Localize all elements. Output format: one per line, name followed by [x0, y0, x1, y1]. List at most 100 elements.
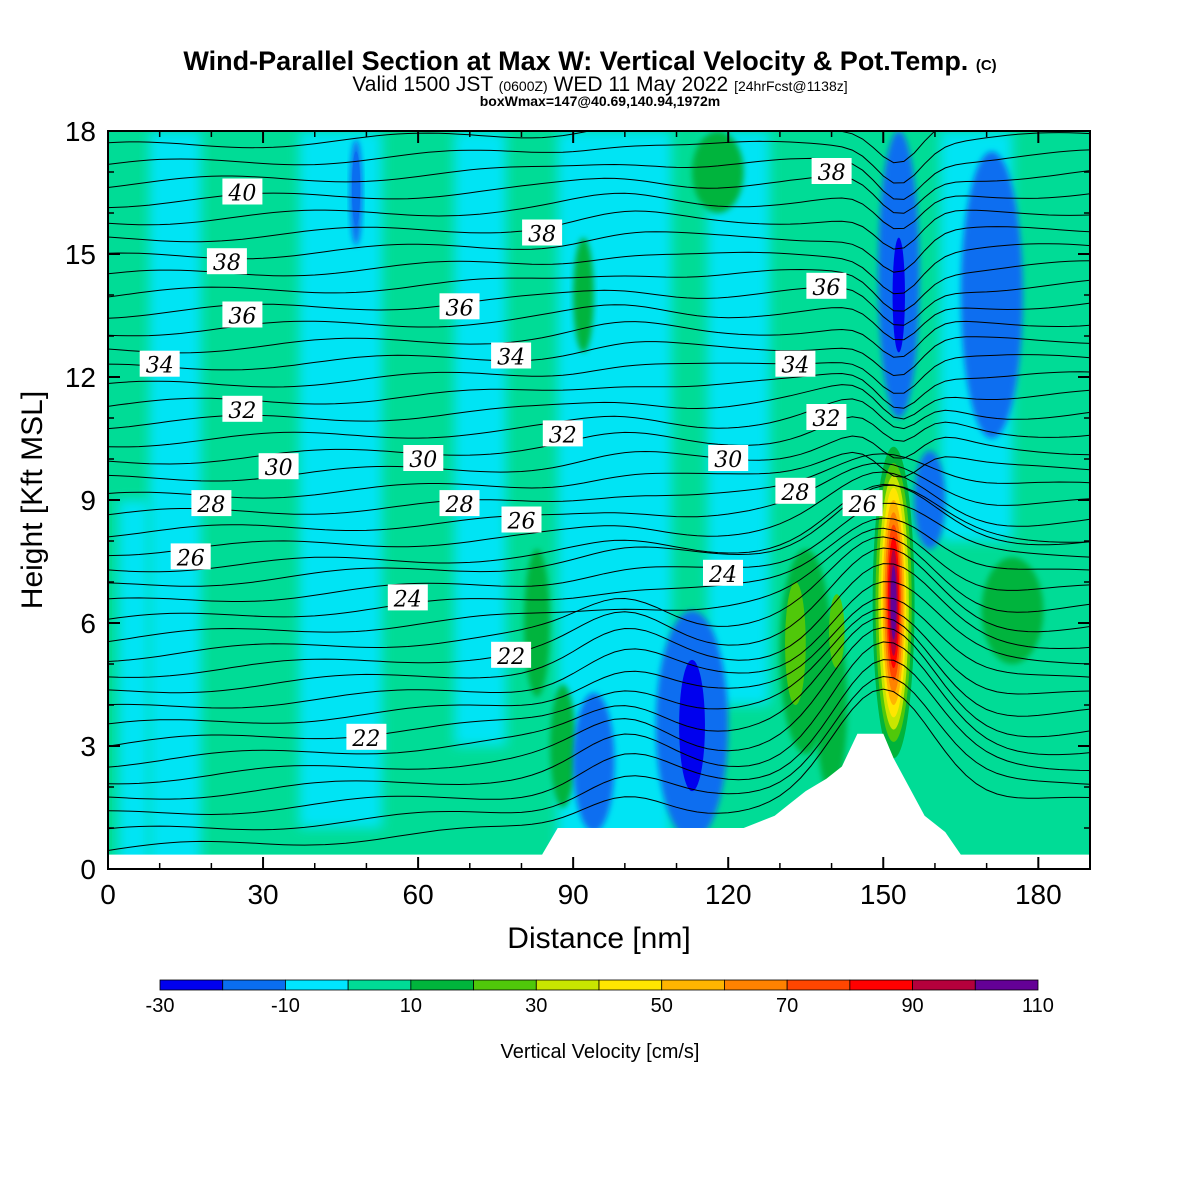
chart-subtitle-2: boxWmax=147@40.69,140.94,1972m	[480, 93, 721, 109]
y-axis-label: Height [Kft MSL]	[16, 391, 49, 609]
contour-label: 28	[439, 490, 480, 518]
downdraft-core	[892, 237, 905, 353]
contour-label-box	[811, 158, 852, 184]
theta-contour	[108, 471, 1090, 557]
y-tick-label: 9	[80, 485, 96, 516]
theta-contour	[108, 132, 1090, 184]
contour-label-text: 22	[351, 727, 380, 752]
contour-label: 34	[775, 350, 816, 379]
x-axis-label: Distance [nm]	[507, 922, 690, 955]
downdraft-core	[679, 659, 705, 792]
contour-label: 26	[501, 506, 542, 535]
contour-label-box	[403, 445, 444, 471]
theta-contour	[108, 279, 1090, 326]
contour-label-text: 26	[848, 493, 877, 518]
colorbar-swatch	[912, 979, 976, 991]
colorbar-swatch	[661, 979, 725, 991]
colorbar-label: Vertical Velocity [cm/s]	[501, 1041, 700, 1063]
theta-contour	[108, 451, 1090, 499]
contour-label-text: 30	[409, 448, 437, 473]
contour-label: 36	[439, 293, 480, 321]
theta-contour	[108, 192, 1090, 230]
contour-label-box	[775, 477, 816, 504]
y-tick-label: 18	[65, 116, 96, 147]
contour-label: 24	[387, 584, 428, 612]
x-tick-label: 60	[403, 879, 434, 910]
y-tick-label: 12	[65, 362, 96, 393]
theta-contour	[108, 131, 936, 164]
theta-contour	[108, 547, 1090, 678]
colorbar-swatch	[974, 979, 1039, 991]
theta-contour	[108, 336, 1090, 377]
colorbar-swatch	[347, 979, 412, 991]
contour-label-box	[206, 248, 247, 275]
contour-label-text: 32	[812, 407, 840, 432]
x-tick-label: 90	[558, 879, 589, 910]
contour-label-text: 24	[393, 587, 422, 612]
updraft-patch	[692, 131, 744, 213]
contour-label-box	[522, 219, 563, 246]
theta-contour	[108, 688, 1090, 851]
y-tick-label: 6	[80, 608, 96, 639]
contour-label-text: 28	[196, 493, 225, 518]
theta-contour	[108, 371, 1090, 409]
contour-label-box	[491, 342, 532, 369]
colorbar-swatch	[598, 979, 663, 991]
colorbar-swatch	[535, 979, 600, 991]
contour-label-text: 34	[497, 346, 525, 371]
contour-label-text: 32	[228, 399, 256, 424]
contour-label-box	[439, 490, 480, 517]
theta-contour	[108, 563, 1090, 694]
contour-label-box	[806, 404, 847, 430]
theta-contour	[108, 527, 1090, 643]
contour-label-text: 38	[213, 251, 241, 276]
contour-label-box	[139, 350, 180, 377]
contour-label-box	[258, 453, 299, 480]
contour-label: 32	[542, 420, 583, 448]
updraft-patch	[573, 237, 594, 353]
contour-label-box	[222, 395, 263, 422]
theta-contour	[108, 354, 1090, 394]
contour-label-text: 40	[227, 182, 256, 207]
theta-contour	[108, 517, 1090, 620]
contour-label-text: 36	[228, 305, 256, 330]
contour-label: 32	[806, 404, 847, 432]
contour-label: 28	[775, 477, 816, 506]
colorbar: -30 -10 10 30 50 70 90 110	[146, 979, 1054, 1017]
theta-contour	[108, 260, 1090, 312]
chart-title: Wind-Parallel Section at Max W: Vertical…	[183, 46, 996, 76]
colorbar-swatch	[159, 979, 224, 991]
theta-contour	[108, 581, 1090, 709]
x-tick-label: 180	[1015, 879, 1062, 910]
y-tick-label: 0	[80, 854, 96, 885]
contour-label: 30	[258, 453, 299, 481]
contour-label: 40	[222, 178, 263, 207]
terrain-profile	[108, 733, 1090, 869]
colorbar-tick-label: 110	[1022, 995, 1054, 1017]
colorbar-tick-label: 10	[400, 995, 422, 1017]
contour-label: 34	[139, 350, 180, 379]
contour-label-box	[222, 301, 263, 328]
contour-label: 38	[206, 248, 247, 276]
theta-contour	[108, 462, 1090, 538]
chart-subtitle: Valid 1500 JST (0600Z) WED 11 May 2022 […	[352, 73, 847, 96]
theta-contour	[108, 170, 1090, 214]
contour-label-text: 38	[818, 161, 846, 186]
theta-contour	[108, 398, 1090, 448]
contour-label-box	[842, 490, 883, 517]
contour-label: 22	[491, 641, 532, 670]
contour-label-text: 30	[714, 448, 742, 473]
updraft-patch	[549, 684, 576, 808]
colorbar-tick-label: -30	[146, 995, 175, 1017]
theta-contour	[108, 384, 1090, 430]
downdraft-core	[351, 151, 361, 226]
contour-label: 30	[708, 445, 749, 473]
contour-label-box	[346, 723, 387, 750]
contour-label: 36	[222, 301, 263, 330]
contour-label-text: 36	[446, 296, 474, 321]
contour-label-text: 30	[265, 456, 293, 481]
contour-label: 32	[222, 395, 263, 424]
contour-label-text: 28	[445, 493, 474, 518]
colorbar-swatch	[222, 979, 286, 991]
